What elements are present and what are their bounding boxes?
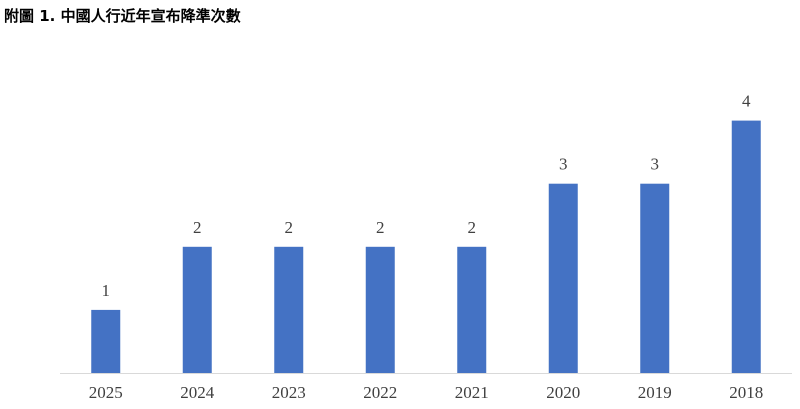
category-label-2021: 2021 xyxy=(455,383,489,402)
value-label-2021: 2 xyxy=(468,218,477,237)
category-label-2020: 2020 xyxy=(546,383,580,402)
bar-2025 xyxy=(91,309,121,373)
bar-2024 xyxy=(182,246,212,373)
bars-group xyxy=(91,120,761,373)
category-label-2019: 2019 xyxy=(638,383,672,402)
category-label-2022: 2022 xyxy=(363,383,397,402)
chart-title: 附圖 1. 中國人行近年宣布降準次數 xyxy=(4,7,241,25)
bar-2023 xyxy=(274,246,304,373)
category-label-2018: 2018 xyxy=(729,383,763,402)
value-label-2025: 1 xyxy=(102,281,111,300)
category-labels-group: 2025 2024 2023 2022 2021 2020 2019 2018 xyxy=(89,383,764,402)
category-label-2025: 2025 xyxy=(89,383,123,402)
bar-2020 xyxy=(548,183,578,373)
value-labels-group: 1 2 2 2 2 3 3 4 xyxy=(102,92,752,300)
value-label-2018: 4 xyxy=(742,92,751,111)
category-label-2023: 2023 xyxy=(272,383,306,402)
bar-2019 xyxy=(640,183,670,373)
value-label-2022: 2 xyxy=(376,218,385,237)
value-label-2019: 3 xyxy=(651,155,660,174)
value-label-2020: 3 xyxy=(559,155,568,174)
value-label-2024: 2 xyxy=(193,218,202,237)
value-label-2023: 2 xyxy=(285,218,294,237)
bar-2021 xyxy=(457,246,487,373)
bar-2018 xyxy=(731,120,761,373)
bar-2022 xyxy=(365,246,395,373)
category-label-2024: 2024 xyxy=(180,383,215,402)
